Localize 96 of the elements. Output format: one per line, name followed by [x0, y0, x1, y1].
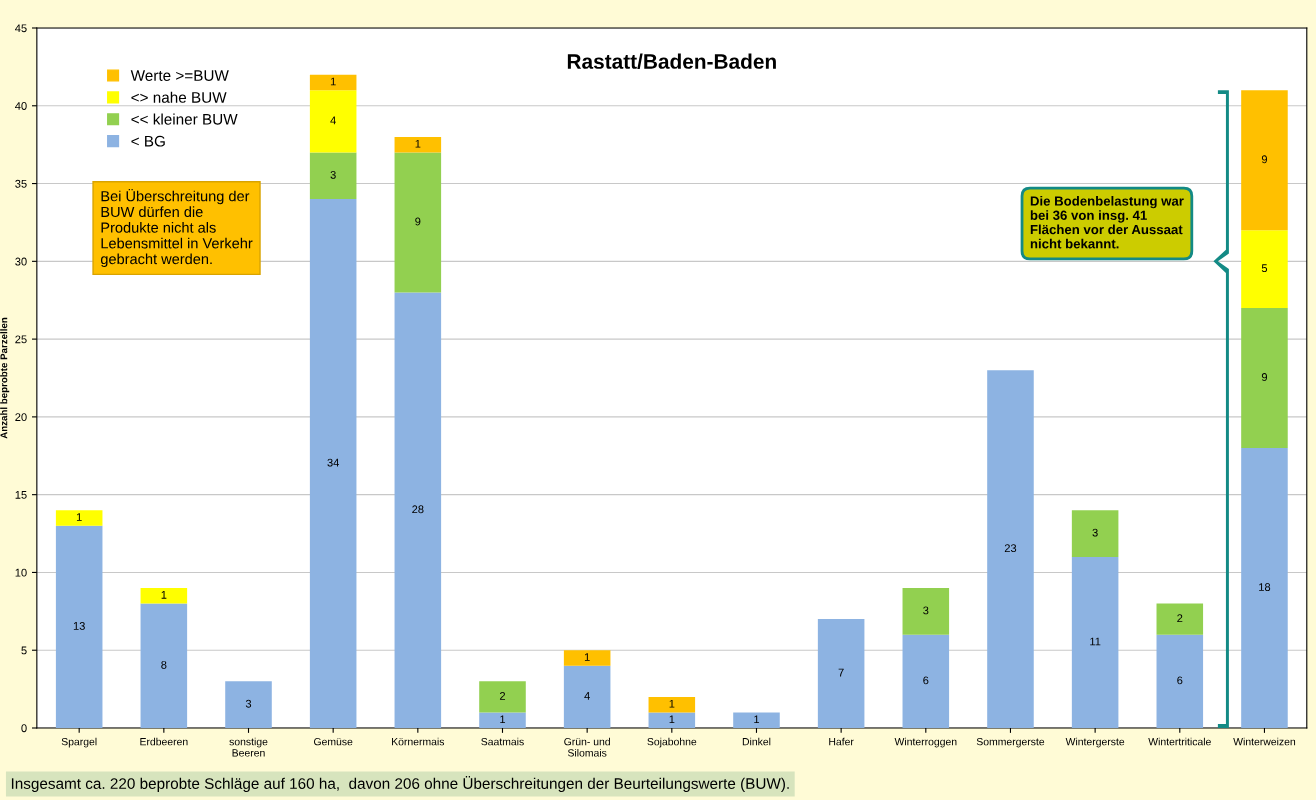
data-label: 1 — [330, 77, 336, 86]
x-tick-label: Sommergerste — [976, 738, 1045, 748]
x-tick-label: Dinkel — [742, 737, 771, 746]
x-tick-label: Spargel — [61, 737, 97, 748]
y-tick-label: 35 — [15, 179, 27, 188]
bar — [309, 74, 357, 91]
x-tick-label: Körnermais — [392, 737, 445, 746]
bar — [563, 650, 611, 666]
data-label: 8 — [161, 660, 167, 669]
bar — [394, 152, 442, 293]
bar — [225, 681, 272, 728]
bar — [1241, 308, 1288, 448]
data-label: 3 — [1092, 528, 1098, 537]
bar — [1241, 230, 1288, 308]
data-label: 6 — [1177, 676, 1183, 685]
bar — [817, 619, 865, 728]
bar — [479, 681, 526, 713]
data-label: 3 — [923, 606, 929, 615]
y-tick-label: 10 — [15, 568, 27, 577]
legend-label: Werte >=BUW — [130, 70, 229, 81]
annotation: Bei Überschreitung der BUW dürfen die Produkte nicht als Lebensmittel in Verkehr gebracht werden. — [100, 189, 253, 268]
bar — [309, 90, 357, 153]
x-tick-label: Gemüse — [314, 738, 353, 746]
bar — [648, 712, 696, 728]
bar — [309, 152, 357, 200]
bar — [1156, 634, 1204, 728]
bar — [987, 370, 1034, 728]
y-tick-label: 30 — [15, 257, 27, 266]
legend-label: <> nahe BUW — [131, 91, 227, 103]
bar — [1071, 510, 1119, 557]
bar — [733, 712, 780, 728]
bar — [1241, 448, 1288, 728]
bar — [140, 603, 188, 728]
y-tick-label: 0 — [21, 724, 27, 733]
annotation: Die Bodenbelastung war bei 36 von insg. 41 Flächen vor der Aussaat nicht bekannt. — [1030, 196, 1184, 249]
data-label: 5 — [1261, 264, 1268, 273]
data-label: 13 — [73, 622, 85, 630]
legend-label: < BG — [131, 135, 165, 147]
x-tick-label: Hafer — [829, 737, 854, 746]
x-tick-label: Erdbeeren — [140, 737, 188, 746]
y-tick-label: 5 — [21, 646, 27, 655]
data-label: 4 — [330, 116, 336, 125]
data-label: 1 — [584, 653, 590, 661]
data-label: 2 — [499, 692, 506, 700]
data-label: 1 — [161, 591, 167, 599]
x-tick-label: sonstige Beeren — [229, 737, 268, 757]
data-label: 9 — [1261, 155, 1268, 164]
x-tick-label: Winterweizen — [1233, 737, 1296, 746]
data-label: 1 — [669, 715, 675, 724]
bar — [902, 634, 950, 728]
x-tick-label: Wintertriticale — [1148, 737, 1211, 746]
bar — [1071, 556, 1119, 728]
x-tick-label: Grün- und Silomais — [564, 737, 610, 757]
data-label: 1 — [754, 715, 760, 724]
data-label: 4 — [584, 692, 590, 700]
data-label: 6 — [923, 676, 929, 685]
x-tick-label: Saatmais — [481, 737, 524, 746]
bar — [394, 292, 442, 728]
data-label: 9 — [1261, 373, 1268, 381]
bar — [309, 199, 357, 728]
legend-label: << kleiner BUW — [131, 113, 238, 125]
data-label: 2 — [1177, 614, 1183, 622]
bar — [902, 588, 950, 635]
data-label: 1 — [76, 513, 82, 521]
data-label: 23 — [1004, 544, 1017, 553]
y-tick-label: 45 — [15, 24, 27, 33]
x-tick-label: Winterroggen — [894, 737, 957, 748]
data-label: 18 — [1259, 583, 1271, 591]
y-tick-label: 40 — [15, 102, 27, 110]
x-tick-label: Wintergerste — [1065, 737, 1125, 748]
data-label: 3 — [245, 699, 252, 708]
text: Insgesamt ca. 220 beprobte Schläge auf 160 ha, davon 206 ohne Überschreitungen der Beurteilungswerte (BUW). — [11, 776, 789, 792]
data-label: 28 — [412, 505, 424, 514]
data-label: 9 — [415, 217, 421, 226]
bar — [55, 525, 103, 728]
y-tick-label: 15 — [15, 491, 27, 499]
data-label: 34 — [327, 458, 340, 467]
data-label: 3 — [330, 170, 336, 179]
data-label: 1 — [415, 139, 421, 148]
bar — [394, 136, 442, 153]
y-axis-title: Anzahl beprobte Parzellen — [0, 317, 10, 439]
data-label: 1 — [500, 715, 506, 724]
text: Rastatt/Baden-Baden — [567, 53, 776, 70]
bar — [648, 696, 696, 713]
data-label: 7 — [838, 668, 844, 677]
y-tick-label: 25 — [15, 335, 27, 344]
bar — [1156, 603, 1204, 635]
x-tick-label: Sojabohne — [647, 737, 697, 748]
bar — [1241, 90, 1288, 231]
y-tick-label: 20 — [15, 413, 27, 422]
bar — [55, 510, 103, 526]
bar — [140, 588, 188, 604]
bar — [479, 712, 526, 728]
data-label: 1 — [669, 699, 675, 708]
data-label: 11 — [1090, 637, 1101, 646]
bar — [563, 665, 611, 728]
